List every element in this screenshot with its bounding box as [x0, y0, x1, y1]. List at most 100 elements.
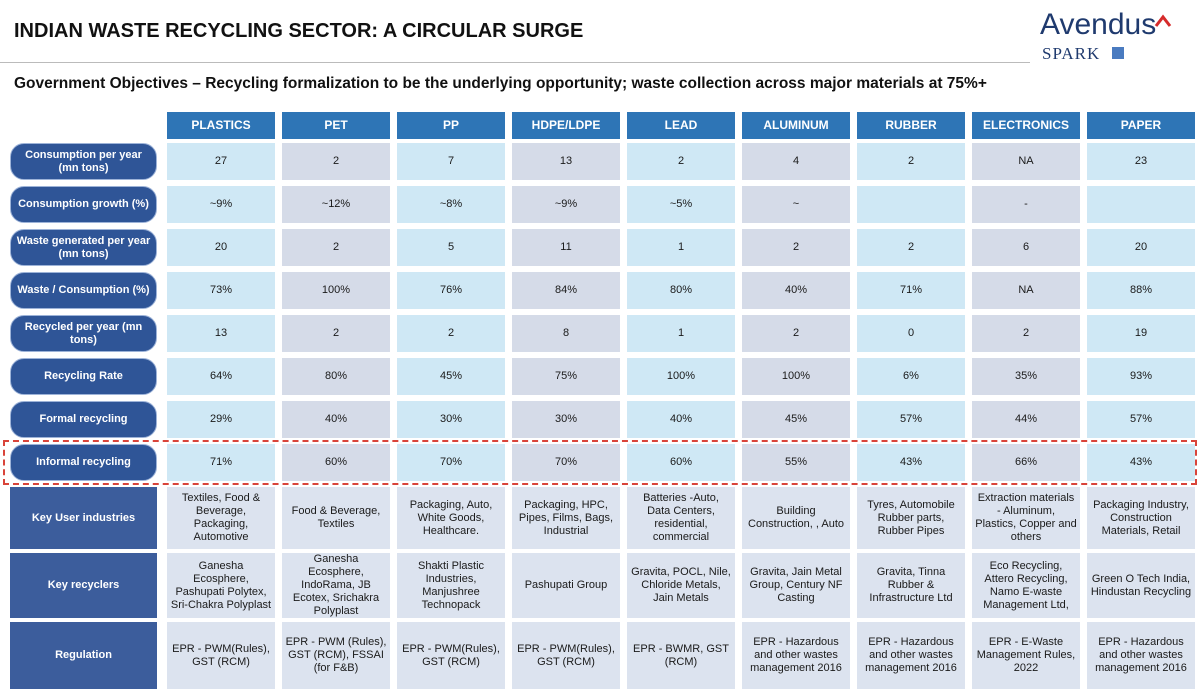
table-cell: 30% — [512, 401, 620, 438]
table-cell: 100% — [282, 272, 390, 309]
logo-sub: SPARK — [1042, 44, 1101, 63]
column-header: ALUMINUM — [742, 112, 850, 139]
table-cell: Batteries -Auto, Data Centers, residenti… — [627, 487, 735, 549]
table-cell: EPR - E-Waste Management Rules, 2022 — [972, 622, 1080, 689]
table-cell: 20 — [167, 229, 275, 266]
table-cell: ~9% — [512, 186, 620, 223]
table-cell: ~9% — [167, 186, 275, 223]
table-cell: 6 — [972, 229, 1080, 266]
table-cell — [857, 186, 965, 223]
table-cell: 2 — [857, 143, 965, 180]
table-cell: 19 — [1087, 315, 1195, 352]
table-cell: 0 — [857, 315, 965, 352]
table-cell: 43% — [1087, 444, 1195, 481]
table-cell: Ganesha Ecosphere, IndoRama, JB Ecotex, … — [282, 553, 390, 618]
table-cell: 71% — [167, 444, 275, 481]
row-label: Regulation — [10, 622, 157, 689]
table-cell — [1087, 186, 1195, 223]
table-cell: 2 — [742, 315, 850, 352]
table-cell: 66% — [972, 444, 1080, 481]
table-cell: EPR - PWM (Rules), GST (RCM), FSSAI (for… — [282, 622, 390, 689]
table-cell: 70% — [397, 444, 505, 481]
table-cell: Packaging, Auto, White Goods, Healthcare… — [397, 487, 505, 549]
table-cell: 84% — [512, 272, 620, 309]
logo-caret — [1154, 14, 1172, 27]
table-cell: 71% — [857, 272, 965, 309]
row-label: Recycled per year (mn tons) — [10, 315, 157, 352]
table-cell: EPR - Hazardous and other wastes managem… — [742, 622, 850, 689]
column-header: PET — [282, 112, 390, 139]
table-cell: 45% — [742, 401, 850, 438]
table-cell: 45% — [397, 358, 505, 395]
table-cell: 70% — [512, 444, 620, 481]
table-cell: 4 — [742, 143, 850, 180]
table-cell: 2 — [857, 229, 965, 266]
table-cell: Shakti Plastic Industries, Manjushree Te… — [397, 553, 505, 618]
table-cell: 2 — [282, 315, 390, 352]
table-cell: 93% — [1087, 358, 1195, 395]
column-header: ELECTRONICS — [972, 112, 1080, 139]
table-cell: 64% — [167, 358, 275, 395]
table-cell: Green O Tech India, Hindustan Recycling — [1087, 553, 1195, 618]
table-cell: 88% — [1087, 272, 1195, 309]
table-cell: 2 — [742, 229, 850, 266]
table-cell: Gravita, Tinna Rubber & Infrastructure L… — [857, 553, 965, 618]
table-cell: EPR - Hazardous and other wastes managem… — [1087, 622, 1195, 689]
title: INDIAN WASTE RECYCLING SECTOR: A CIRCULA… — [14, 20, 584, 42]
table-cell: 57% — [1087, 401, 1195, 438]
table-cell: 6% — [857, 358, 965, 395]
table-cell: 35% — [972, 358, 1080, 395]
table-cell: 5 — [397, 229, 505, 266]
column-header: PLASTICS — [167, 112, 275, 139]
table-cell: 27 — [167, 143, 275, 180]
table-cell: Extraction materials - Aluminum, Plastic… — [972, 487, 1080, 549]
table-cell: 30% — [397, 401, 505, 438]
table-cell: 2 — [397, 315, 505, 352]
table-cell: 57% — [857, 401, 965, 438]
table-cell: Building Construction, , Auto — [742, 487, 850, 549]
column-header: HDPE/LDPE — [512, 112, 620, 139]
table-cell: 2 — [972, 315, 1080, 352]
table-cell: 60% — [282, 444, 390, 481]
row-label: Consumption per year (mn tons) — [10, 143, 157, 180]
table-cell: ~ — [742, 186, 850, 223]
row-label: Waste generated per year (mn tons) — [10, 229, 157, 266]
table-cell: EPR - PWM(Rules), GST (RCM) — [397, 622, 505, 689]
row-label: Formal recycling — [10, 401, 157, 438]
table-cell: EPR - PWM(Rules), GST (RCM) — [512, 622, 620, 689]
table-cell: 23 — [1087, 143, 1195, 180]
table-cell: - — [972, 186, 1080, 223]
table-cell: 1 — [627, 315, 735, 352]
table-cell: Gravita, Jain Metal Group, Century NF Ca… — [742, 553, 850, 618]
table-cell: EPR - PWM(Rules), GST (RCM) — [167, 622, 275, 689]
table-cell: 2 — [282, 229, 390, 266]
table-cell: Gravita, POCL, Nile, Chloride Metals, Ja… — [627, 553, 735, 618]
table-cell: 40% — [742, 272, 850, 309]
table-cell: NA — [972, 143, 1080, 180]
table-cell: EPR - BWMR, GST (RCM) — [627, 622, 735, 689]
table-cell: Packaging, HPC, Pipes, Films, Bags, Indu… — [512, 487, 620, 549]
table-cell: Tyres, Automobile Rubber parts, Rubber P… — [857, 487, 965, 549]
table-cell: 2 — [627, 143, 735, 180]
logo-square — [1112, 47, 1124, 59]
column-header: LEAD — [627, 112, 735, 139]
column-header: PAPER — [1087, 112, 1195, 139]
table-cell: 7 — [397, 143, 505, 180]
table-cell: 13 — [167, 315, 275, 352]
table-cell: 29% — [167, 401, 275, 438]
column-header: PP — [397, 112, 505, 139]
column-header: RUBBER — [857, 112, 965, 139]
table-cell: 8 — [512, 315, 620, 352]
table-cell: 13 — [512, 143, 620, 180]
table-cell: 11 — [512, 229, 620, 266]
table-cell: ~8% — [397, 186, 505, 223]
table-cell: NA — [972, 272, 1080, 309]
table-cell: 60% — [627, 444, 735, 481]
logo-name: Avendus — [1040, 8, 1157, 41]
table-cell: 76% — [397, 272, 505, 309]
table-cell: 80% — [282, 358, 390, 395]
table-cell: Ganesha Ecosphere, Pashupati Polytex, Sr… — [167, 553, 275, 618]
table-cell: 55% — [742, 444, 850, 481]
table-cell: 40% — [627, 401, 735, 438]
